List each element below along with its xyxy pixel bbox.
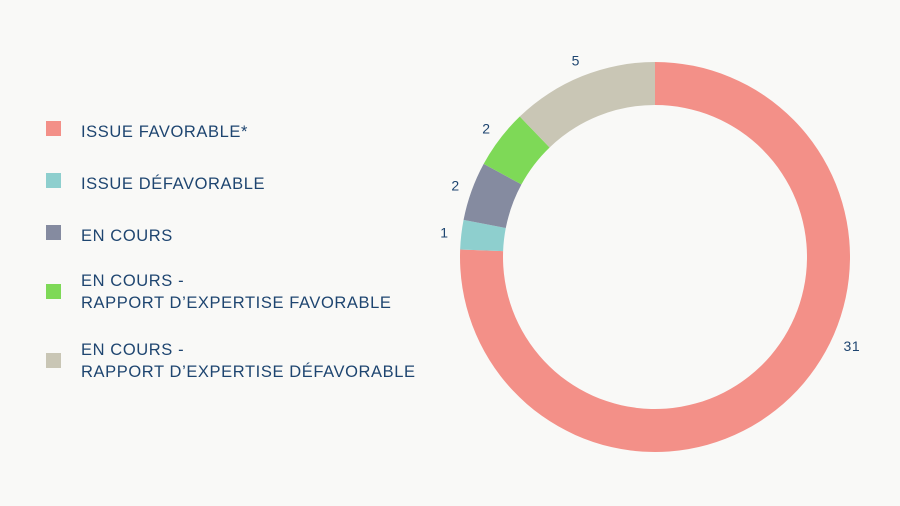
legend-label-issue-defavorable: ISSUE DÉFAVORABLE xyxy=(81,175,266,193)
legend-label-expertise-favorable: EN COURS - RAPPORT D’EXPERTISE FAVORABLE xyxy=(81,272,392,312)
legend-label-issue-favorable: ISSUE FAVORABLE* xyxy=(81,123,249,141)
data-label-issue-defavorable: 1 xyxy=(440,225,448,241)
legend-swatch-expertise-defavorable xyxy=(46,353,61,368)
donut-slices xyxy=(460,62,851,453)
legend-item-issue-favorable: ISSUE FAVORABLE* xyxy=(46,121,248,143)
legend-item-issue-defavorable: ISSUE DÉFAVORABLE xyxy=(46,173,265,195)
donut-data-labels: 31 1 2 2 5 xyxy=(440,52,861,354)
legend-item-expertise-favorable: EN COURS - RAPPORT D’EXPERTISE FAVORABLE xyxy=(46,270,392,314)
chart-legend: ISSUE FAVORABLE* ISSUE DÉFAVORABLE EN CO… xyxy=(46,0,466,506)
donut-slice-en-cours xyxy=(463,163,522,229)
legend-label-expertise-defavorable: EN COURS - RAPPORT D’EXPERTISE DÉFAVORAB… xyxy=(81,341,416,381)
data-label-en-cours: 2 xyxy=(451,177,459,193)
legend-swatch-en-cours xyxy=(46,225,61,240)
legend-swatch-issue-favorable xyxy=(46,121,61,136)
donut-slice-issue-defavorable xyxy=(460,219,506,252)
legend-item-en-cours: EN COURS xyxy=(46,225,173,247)
donut-slice-expertise-favorable xyxy=(483,116,550,185)
data-label-expertise-favorable: 2 xyxy=(482,120,490,136)
legend-item-expertise-defavorable: EN COURS - RAPPORT D’EXPERTISE DÉFAVORAB… xyxy=(46,339,416,383)
data-label-issue-favorable: 31 xyxy=(844,338,861,354)
legend-swatch-issue-defavorable xyxy=(46,173,61,188)
legend-swatch-expertise-favorable xyxy=(46,284,61,299)
legend-label-en-cours: EN COURS xyxy=(81,227,173,245)
donut-slice-expertise-defavorable xyxy=(519,62,655,148)
data-label-expertise-defavorable: 5 xyxy=(572,52,580,68)
